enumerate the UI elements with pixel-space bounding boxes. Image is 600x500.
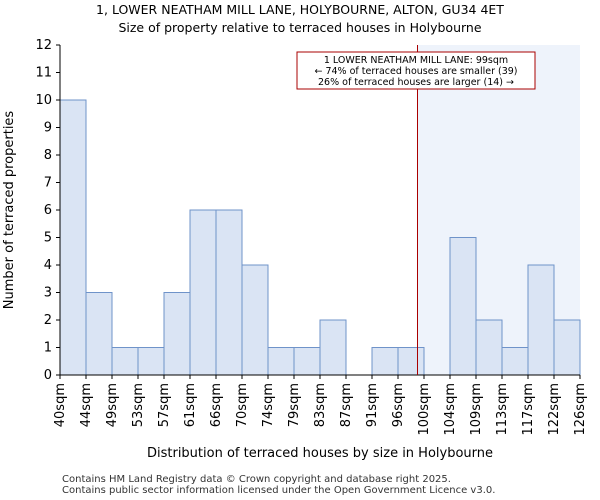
y-tick-label: 8 <box>44 148 52 163</box>
x-axis-title: Distribution of terraced houses by size … <box>147 446 493 461</box>
bar-122sqm <box>553 319 581 376</box>
x-tick-label: 83sqm <box>313 383 328 427</box>
y-tick-label: 11 <box>35 66 52 81</box>
bar-91sqm <box>371 347 399 376</box>
x-tick-label: 87sqm <box>339 383 354 427</box>
bar-70sqm <box>241 264 269 376</box>
x-tick-label: 40sqm <box>53 383 68 427</box>
bar-49sqm <box>111 347 139 376</box>
x-tick-label: 91sqm <box>365 383 380 427</box>
bar-104sqm <box>449 237 477 376</box>
chart-subtitle: Size of property relative to terraced ho… <box>118 20 482 35</box>
bar-61sqm <box>189 209 217 376</box>
bar-74sqm <box>267 347 295 376</box>
x-tick-label: 57sqm <box>157 383 172 427</box>
y-tick-label: 5 <box>44 231 52 246</box>
x-tick-label: 96sqm <box>391 383 406 427</box>
bar-53sqm <box>137 347 165 376</box>
y-tick-label: 7 <box>44 176 52 191</box>
annotation-box <box>296 51 536 90</box>
x-tick-label: 61sqm <box>183 383 198 427</box>
x-tick-label: 74sqm <box>261 383 276 427</box>
y-tick-label: 6 <box>44 203 52 218</box>
x-tick-label: 44sqm <box>79 383 94 427</box>
footer-copyright: Contains HM Land Registry data © Crown c… <box>62 474 451 485</box>
x-tick-label: 126sqm <box>573 383 588 436</box>
x-tick-label: 70sqm <box>235 383 250 427</box>
bar-79sqm <box>293 347 321 376</box>
x-tick-label: 104sqm <box>443 383 458 436</box>
x-tick-label: 79sqm <box>287 383 302 427</box>
bar-117sqm <box>527 264 555 376</box>
x-tick-label: 66sqm <box>209 383 224 427</box>
x-tick-label: 53sqm <box>131 383 146 427</box>
bar-96sqm <box>397 347 425 376</box>
bar-83sqm <box>319 319 347 376</box>
bar-40sqm <box>59 99 87 376</box>
y-tick-label: 12 <box>35 38 52 53</box>
y-tick-label: 3 <box>44 286 52 301</box>
bar-57sqm <box>163 292 191 376</box>
x-tick-label: 49sqm <box>105 383 120 427</box>
x-tick-label: 117sqm <box>521 383 536 436</box>
chart-title-address: 1, LOWER NEATHAM MILL LANE, HOLYBOURNE, … <box>96 2 504 17</box>
bar-66sqm <box>215 209 243 376</box>
bar-113sqm <box>501 347 529 376</box>
annotation-line: 26% of terraced houses are larger (14) → <box>318 77 514 88</box>
x-tick-label: 109sqm <box>469 383 484 436</box>
y-tick-label: 1 <box>44 341 52 356</box>
footer-licence: Contains public sector information licen… <box>62 485 496 496</box>
y-tick-label: 2 <box>44 313 52 328</box>
y-tick-label: 4 <box>44 258 52 273</box>
annotation-line: ← 74% of terraced houses are smaller (39… <box>314 66 517 77</box>
bar-109sqm <box>475 319 503 376</box>
bar-44sqm <box>85 292 113 376</box>
x-tick-label: 122sqm <box>547 383 562 436</box>
y-axis-title: Number of terraced properties <box>2 111 17 310</box>
y-tick-label: 0 <box>44 368 52 383</box>
annotation-line: 1 LOWER NEATHAM MILL LANE: 99sqm <box>324 55 508 66</box>
y-tick-label: 10 <box>35 93 52 108</box>
x-tick-label: 100sqm <box>417 383 432 436</box>
y-tick-label: 9 <box>44 121 52 136</box>
x-tick-label: 113sqm <box>495 383 510 436</box>
